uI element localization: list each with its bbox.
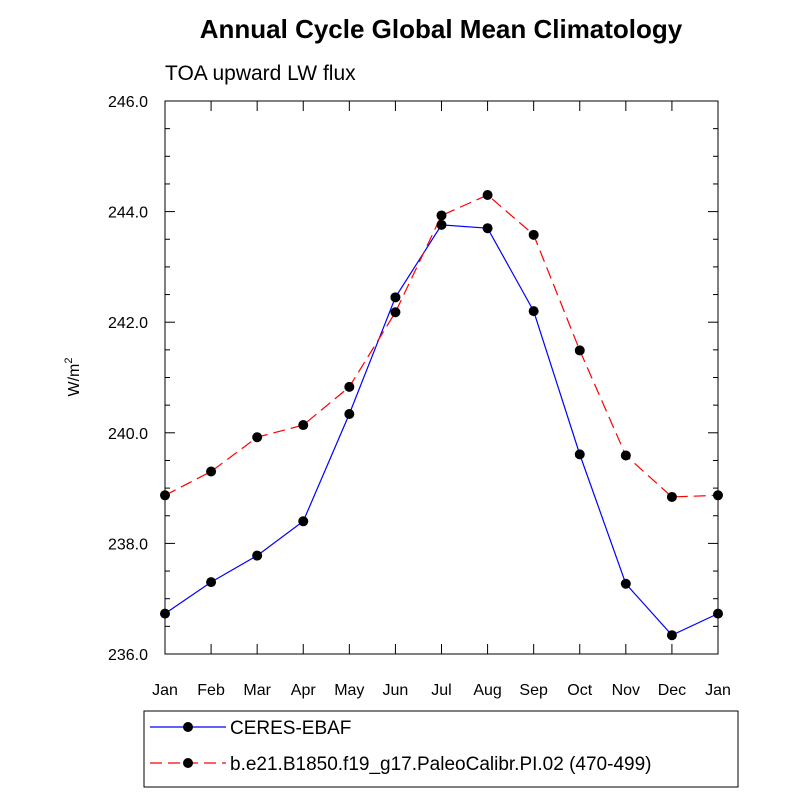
- y-tick-label: 238.0: [108, 536, 148, 553]
- series-2-point: [528, 229, 539, 240]
- x-tick-label: Jun: [383, 682, 409, 699]
- series-lines: [164, 194, 719, 636]
- legend-swatch-marker-2: [183, 758, 193, 768]
- legend-entries: CERES-EBAF b.e21.B1850.f19_g17.PaleoCalib…: [150, 718, 651, 775]
- series-markers: [160, 190, 723, 641]
- x-tick-label: Aug: [473, 682, 501, 699]
- y-axis-label-base: W/m: [66, 364, 83, 397]
- series-1-point: [528, 306, 539, 317]
- legend-swatch-marker-1: [183, 722, 193, 732]
- series-1-point: [574, 449, 585, 460]
- series-2-point: [160, 490, 170, 501]
- series-1-point: [298, 516, 309, 527]
- series-line-1: [164, 224, 719, 636]
- x-tick-label: Mar: [243, 682, 271, 699]
- x-tick-label: Apr: [291, 682, 317, 699]
- x-tick-label: Feb: [197, 682, 225, 699]
- series-2-point: [252, 432, 263, 443]
- x-tick-label: Oct: [567, 682, 592, 699]
- x-tick-label: Jan: [152, 682, 178, 699]
- legend-label-1: CERES-EBAF: [230, 718, 351, 739]
- y-tick-label: 240.0: [108, 426, 148, 443]
- y-axis-label-superscript: 2: [63, 358, 75, 364]
- series-1-point: [482, 223, 493, 234]
- series-1-point: [713, 608, 723, 619]
- series-1-point: [390, 292, 401, 303]
- series-1-point: [666, 630, 677, 641]
- series-2-point: [436, 210, 447, 221]
- series-1-point: [206, 577, 217, 588]
- x-tick-labels: Jan Feb Mar Apr May Jun Jul Aug Sep Oct Nov Dec Jan: [152, 682, 731, 699]
- series-1-point: [344, 408, 355, 419]
- series-2-point: [298, 420, 309, 431]
- chart-title: Annual Cycle Global Mean Climatology: [200, 14, 683, 44]
- y-tick-label: 244.0: [108, 205, 148, 222]
- series-1-point: [620, 578, 631, 589]
- legend: CERES-EBAF b.e21.B1850.f19_g17.PaleoCalib…: [143, 710, 739, 788]
- x-tick-label: May: [334, 682, 364, 699]
- series-1-point: [436, 219, 447, 230]
- series-1-point: [252, 550, 263, 561]
- series-2-point: [344, 381, 355, 392]
- y-tick-label: 236.0: [108, 647, 148, 664]
- x-tick-label: Dec: [658, 682, 686, 699]
- series-2-point: [666, 491, 677, 502]
- y-tick-label: 246.0: [108, 94, 148, 111]
- plot-area: [160, 100, 723, 655]
- legend-label-2: b.e21.B1850.f19_g17.PaleoCalibr.PI.02 (4…: [230, 754, 651, 775]
- ticks: [164, 100, 719, 655]
- series-2-point: [206, 466, 217, 477]
- x-tick-label: Jul: [431, 682, 451, 699]
- plot-frame: [164, 100, 719, 655]
- series-2-point: [713, 490, 723, 501]
- series-1-point: [160, 608, 170, 619]
- series-line-2: [164, 194, 719, 498]
- x-tick-label: Sep: [519, 682, 548, 699]
- x-tick-label: Jan: [705, 682, 731, 699]
- y-axis-label: W/m2: [63, 358, 83, 397]
- x-tick-label: Nov: [612, 682, 640, 699]
- y-tick-labels: 236.0 238.0 240.0 242.0 244.0 246.0: [108, 94, 148, 664]
- y-tick-label: 242.0: [108, 315, 148, 332]
- series-2-point: [482, 190, 493, 201]
- series-2-point: [574, 345, 585, 356]
- chart-subtitle: TOA upward LW flux: [165, 62, 356, 85]
- legend-box: [143, 710, 739, 788]
- series-2-point: [390, 307, 401, 318]
- series-2-point: [620, 450, 631, 461]
